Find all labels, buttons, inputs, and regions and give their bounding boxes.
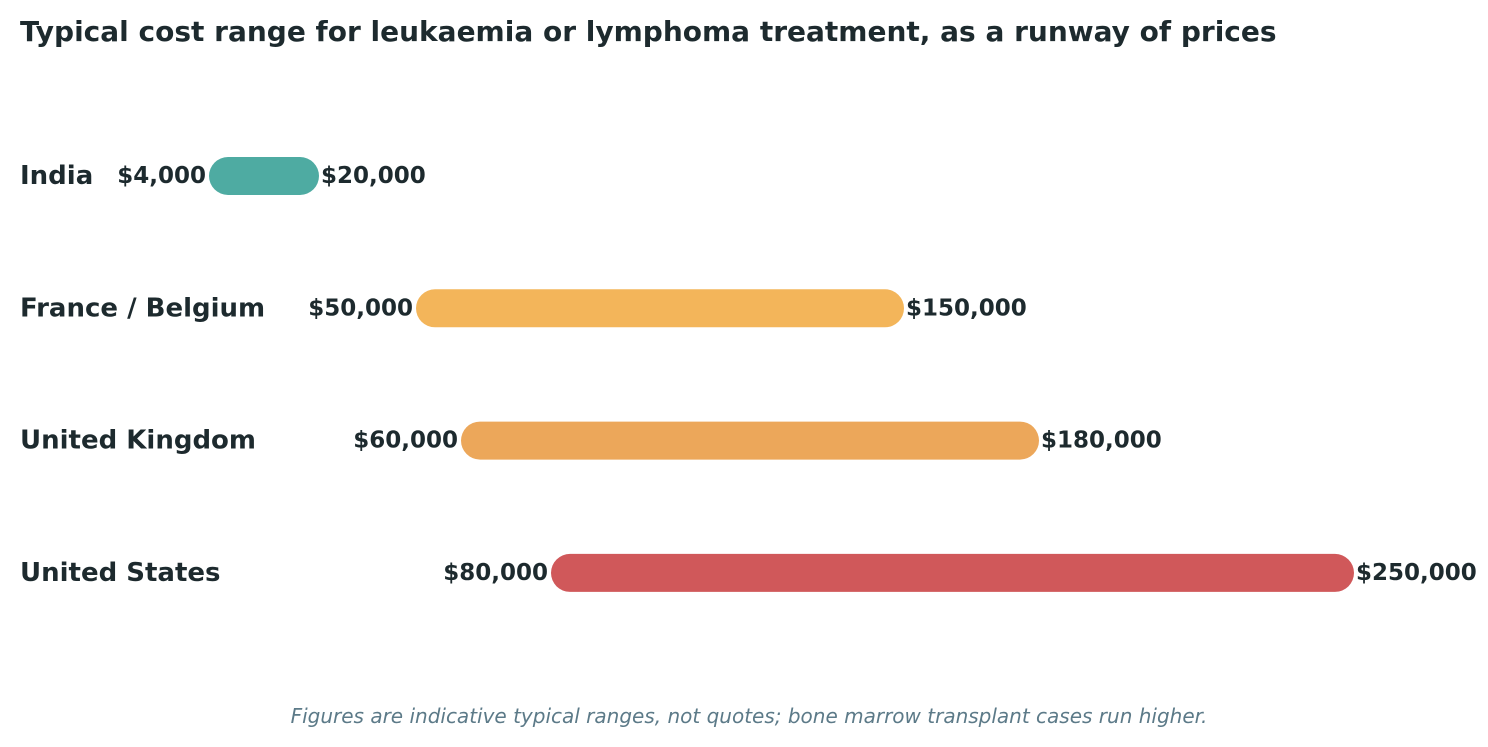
high-value-label: $250,000 — [1356, 560, 1477, 586]
high-value-label: $180,000 — [1041, 428, 1162, 454]
range-bar — [209, 157, 319, 195]
chart-footnote: Figures are indicative typical ranges, n… — [290, 704, 1208, 728]
high-value-label: $20,000 — [321, 163, 426, 189]
low-value-label: $50,000 — [308, 295, 413, 321]
low-value-label: $4,000 — [117, 163, 206, 189]
category-label: India — [20, 161, 93, 191]
low-value-label: $80,000 — [443, 560, 548, 586]
range-chart: India $4,000 $20,000 France / Belgium $50,00… — [20, 157, 1477, 592]
category-label: France / Belgium — [20, 293, 265, 323]
low-value-label: $60,000 — [353, 428, 458, 454]
range-bar — [461, 421, 1039, 460]
range-row: India $4,000 $20,000 — [20, 157, 426, 195]
range-bar — [416, 289, 904, 328]
category-label: United States — [20, 558, 221, 588]
range-bar — [551, 553, 1354, 592]
chart-title: Typical cost range for leukaemia or lymp… — [20, 15, 1277, 48]
range-row: France / Belgium $50,000 $150,000 — [20, 289, 1027, 328]
range-row: United Kingdom $60,000 $180,000 — [20, 421, 1162, 460]
category-label: United Kingdom — [20, 426, 256, 456]
high-value-label: $150,000 — [906, 295, 1027, 321]
range-row: United States $80,000 $250,000 — [20, 553, 1477, 592]
